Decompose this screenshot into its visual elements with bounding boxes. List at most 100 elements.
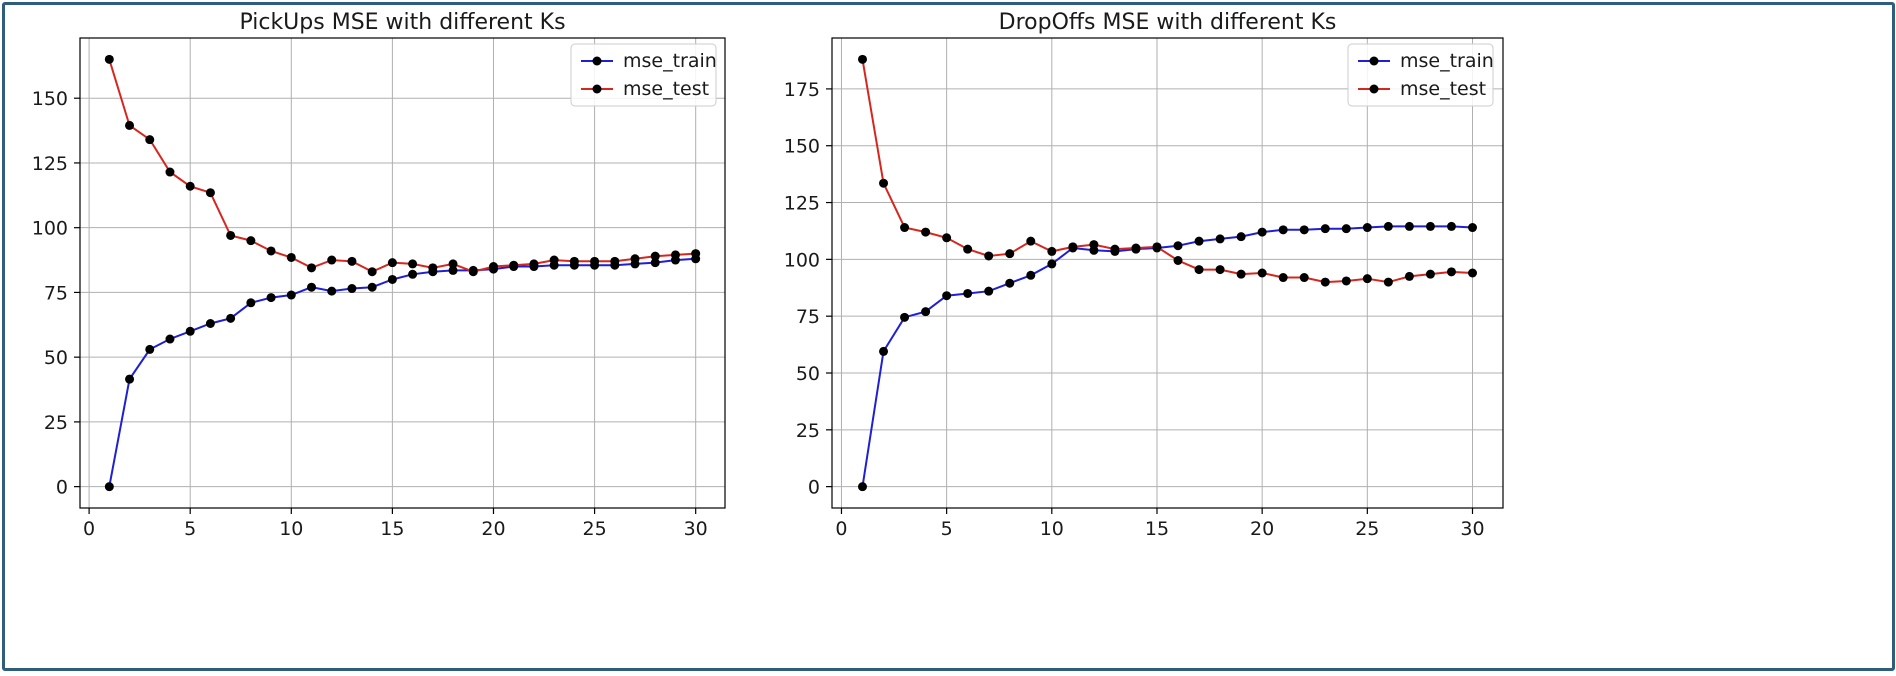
data-point-mse_train — [858, 482, 867, 492]
legend-label-mse_train: mse_train — [1400, 50, 1494, 72]
data-point-mse_test — [226, 230, 236, 240]
data-point-mse_test — [1362, 274, 1372, 284]
y-tick-label: 125 — [784, 193, 820, 215]
data-point-mse_test — [509, 260, 519, 270]
data-point-mse_train — [307, 282, 317, 292]
data-point-mse_train — [448, 265, 458, 275]
x-tick-label: 10 — [1040, 518, 1064, 540]
data-point-mse_test — [468, 267, 478, 277]
x-tick-label: 15 — [380, 518, 404, 540]
data-point-mse_test — [879, 178, 889, 188]
data-point-mse_train — [942, 291, 952, 301]
data-point-mse_test — [900, 223, 910, 233]
data-point-mse_train — [1341, 224, 1351, 234]
data-point-mse_test — [1194, 265, 1204, 275]
data-point-mse_train — [327, 286, 337, 296]
data-point-mse_test — [165, 167, 175, 177]
data-point-mse_test — [630, 254, 640, 264]
data-point-mse_train — [1446, 221, 1456, 231]
data-point-mse_test — [1089, 240, 1099, 250]
x-tick-label: 30 — [1460, 518, 1484, 540]
chart-title: PickUps MSE with different Ks — [239, 10, 565, 35]
data-point-mse_test — [529, 259, 539, 269]
data-point-mse_train — [104, 482, 114, 492]
data-point-mse_test — [327, 255, 337, 265]
data-point-mse_test — [246, 236, 256, 246]
legend-label-mse_train: mse_train — [623, 50, 717, 72]
data-point-mse_train — [1173, 241, 1183, 251]
data-point-mse_train — [900, 312, 910, 322]
data-point-mse_test — [984, 251, 994, 261]
data-point-mse_test — [590, 256, 600, 266]
y-tick-label: 100 — [784, 249, 820, 271]
x-tick-label: 0 — [835, 518, 847, 540]
data-point-mse_test — [1341, 276, 1351, 286]
data-point-mse_test — [286, 252, 296, 262]
data-point-mse_test — [1320, 277, 1330, 287]
data-point-mse_test — [610, 256, 620, 266]
data-point-mse_test — [185, 181, 195, 191]
y-tick-label: 0 — [808, 477, 820, 499]
data-point-mse_test — [549, 255, 559, 265]
data-point-mse_test — [347, 256, 357, 266]
data-point-mse_train — [879, 346, 889, 356]
data-point-mse_test — [1068, 242, 1078, 252]
data-point-mse_test — [125, 120, 135, 130]
y-tick-label: 50 — [44, 347, 68, 369]
data-point-mse_train — [1320, 224, 1330, 234]
data-point-mse_test — [1131, 243, 1141, 253]
x-tick-label: 20 — [1250, 518, 1274, 540]
legend-box — [570, 43, 717, 107]
y-tick-label: 25 — [796, 420, 820, 442]
data-point-mse_test — [307, 263, 317, 273]
data-point-mse_train — [165, 334, 175, 344]
data-point-mse_train — [145, 344, 155, 354]
x-tick-label: 15 — [1145, 518, 1169, 540]
data-point-mse_train — [387, 274, 397, 284]
data-point-mse_train — [367, 282, 377, 292]
data-point-mse_test — [266, 246, 276, 256]
data-point-mse_test — [1047, 246, 1057, 256]
data-point-mse_test — [1468, 268, 1477, 278]
data-point-mse_train — [1215, 234, 1225, 244]
data-point-mse_test — [921, 227, 931, 237]
y-tick-label: 175 — [784, 79, 820, 101]
data-point-mse_test — [1005, 249, 1015, 259]
data-point-mse_test — [448, 259, 458, 269]
y-tick-label: 75 — [796, 306, 820, 328]
data-point-mse_test — [428, 263, 438, 273]
data-point-mse_test — [1110, 244, 1120, 254]
legend-label-mse_test: mse_test — [1400, 78, 1486, 100]
data-point-mse_train — [1362, 223, 1372, 233]
data-point-mse_train — [984, 286, 994, 296]
data-point-mse_train — [266, 293, 276, 303]
x-tick-label: 20 — [481, 518, 505, 540]
plot-area — [79, 37, 726, 509]
y-tick-label: 25 — [44, 412, 68, 434]
data-point-mse_test — [942, 233, 952, 243]
data-point-mse_train — [1236, 232, 1246, 242]
data-point-mse_test — [1299, 273, 1309, 283]
data-point-mse_test — [650, 251, 660, 261]
chart-2: DropOffs MSE with different Ks 0 5 10 15 20 25… — [784, 10, 1504, 540]
legend-marker-mse_test — [1369, 84, 1379, 94]
data-point-mse_train — [185, 326, 195, 336]
x-tick-label: 0 — [83, 518, 95, 540]
data-point-mse_test — [1236, 269, 1246, 279]
data-point-mse_test — [1278, 273, 1288, 283]
data-point-mse_test — [387, 258, 397, 268]
data-point-mse_test — [1257, 268, 1267, 278]
x-tick-label: 25 — [1355, 518, 1379, 540]
data-point-mse_train — [1257, 227, 1267, 237]
data-point-mse_test — [1425, 269, 1435, 279]
legend-marker-mse_train — [592, 56, 602, 66]
data-point-mse_test — [1383, 277, 1393, 287]
data-point-mse_test — [1404, 271, 1414, 281]
legend-box — [1347, 43, 1494, 107]
data-point-mse_test — [104, 54, 114, 64]
x-tick-label: 10 — [279, 518, 303, 540]
y-tick-label: 50 — [796, 363, 820, 385]
chart-1: PickUps MSE with different Ks 0 5 10 15 20 25 3… — [32, 10, 726, 540]
